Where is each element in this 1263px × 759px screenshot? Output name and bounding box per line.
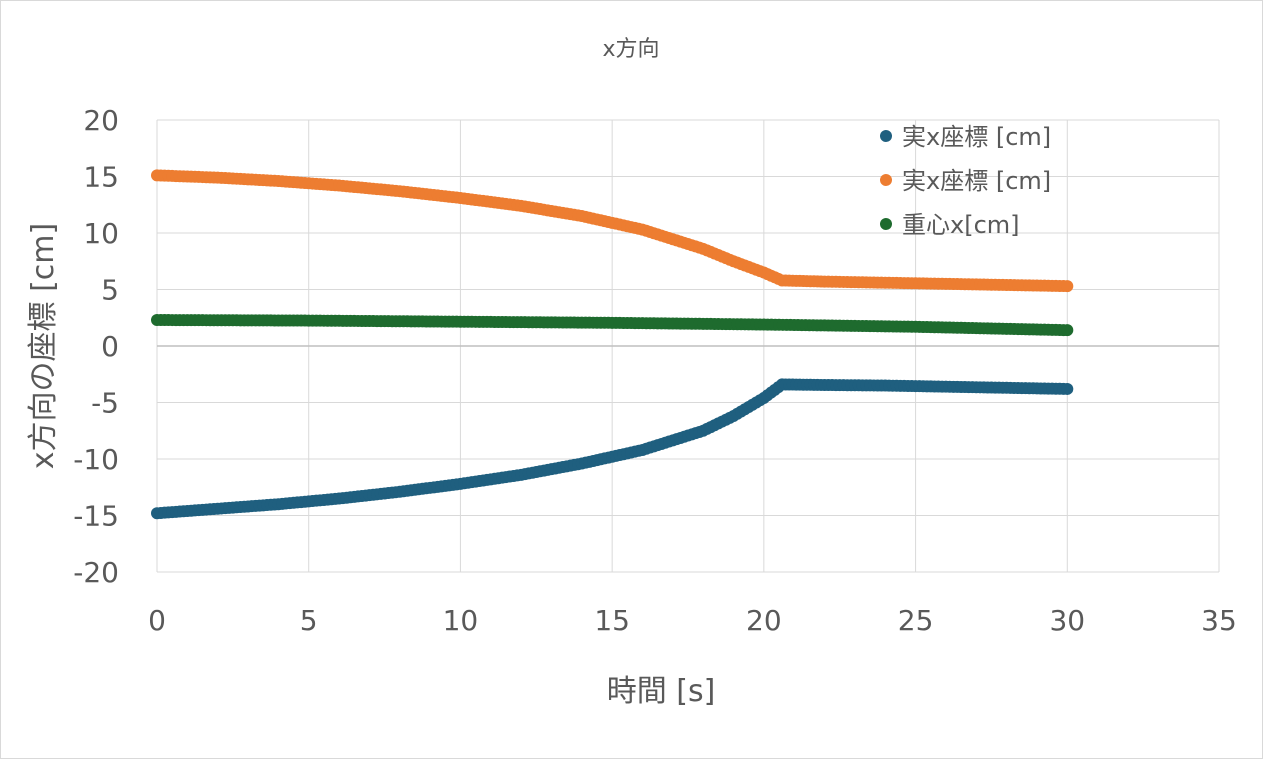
legend-marker [880, 174, 892, 186]
legend-marker [880, 218, 892, 230]
y-tick-label: 5 [101, 274, 119, 307]
data-point [1061, 382, 1074, 395]
y-axis-title: x方向の座標 [cm] [26, 223, 61, 469]
y-tick-label: 20 [83, 104, 119, 137]
y-tick-label: 10 [83, 217, 119, 250]
x-tick-label: 35 [1201, 604, 1237, 637]
y-tick-label: -5 [91, 387, 119, 420]
data-point [1061, 280, 1074, 293]
legend-label: 実x座標 [cm] [902, 167, 1051, 195]
x-tick-label: 0 [148, 604, 166, 637]
legend-label: 実x座標 [cm] [902, 123, 1051, 151]
x-tick-label: 5 [300, 604, 318, 637]
data-point [1061, 324, 1074, 337]
x-axis-title: 時間 [s] [607, 674, 716, 709]
legend-label: 重心x[cm] [902, 211, 1020, 239]
series-layer [151, 169, 1074, 520]
legend: 実x座標 [cm] 実x座標 [cm] 重心x[cm] [880, 123, 1051, 239]
y-tick-label: 0 [101, 330, 119, 363]
y-tick-label: 15 [83, 161, 119, 194]
legend-marker [880, 130, 892, 142]
x-tick-label: 30 [1049, 604, 1085, 637]
series-1 [151, 169, 1074, 293]
x-tick-label: 10 [443, 604, 479, 637]
x-tick-label: 20 [746, 604, 782, 637]
y-tick-label: -10 [73, 443, 119, 476]
chart-title: x方向 [602, 37, 659, 62]
x-tick-label: 25 [898, 604, 934, 637]
series-2 [151, 314, 1074, 337]
y-tick-label: -15 [73, 500, 119, 533]
series-0 [151, 378, 1074, 520]
x-tick-label: 15 [594, 604, 630, 637]
y-tick-label: -20 [73, 556, 119, 589]
tick-layer: 0 5 10 15 20 25 30 35 -20 -15 -10 -5 0 5 10 15 20 [73, 104, 1237, 637]
